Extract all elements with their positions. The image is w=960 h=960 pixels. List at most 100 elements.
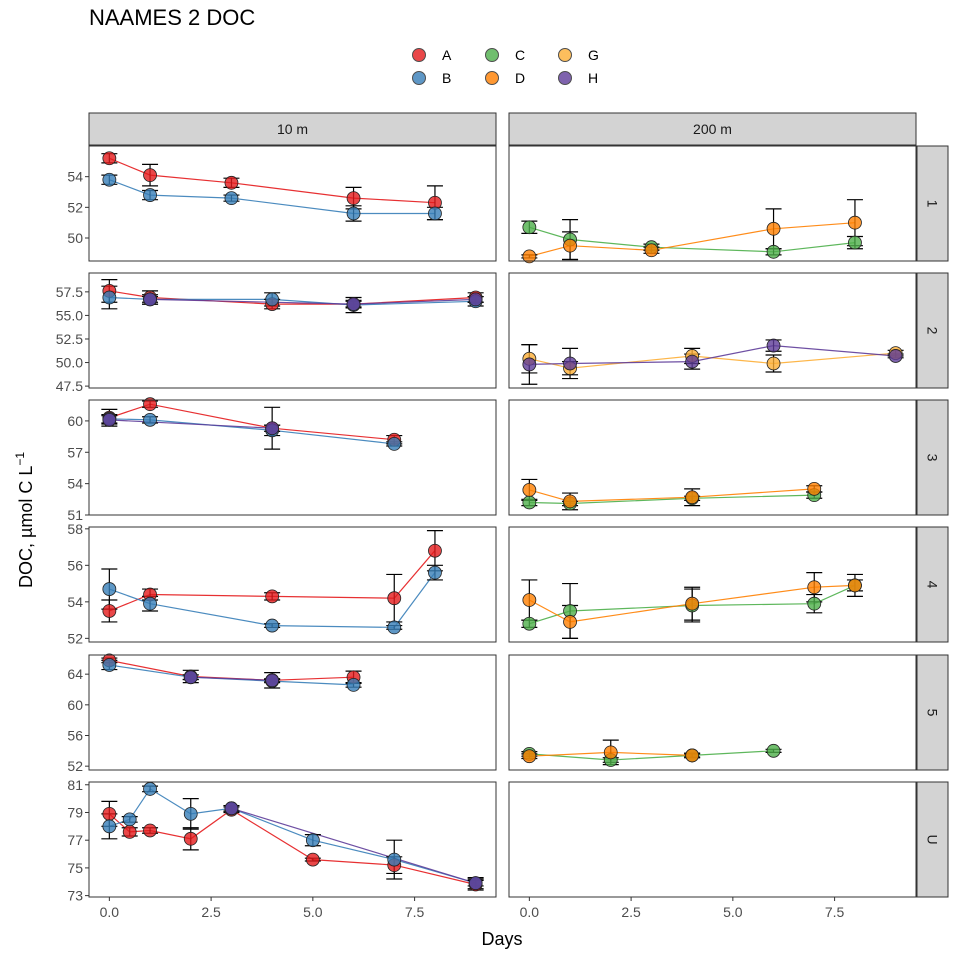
- data-point-c: [766, 743, 781, 758]
- data-point-d: [522, 483, 537, 497]
- panel-5-2: [508, 654, 917, 771]
- data-point-b: [143, 596, 157, 611]
- y-tick-label: 56: [67, 557, 83, 573]
- data-point-b: [102, 290, 117, 305]
- data-point-a: [102, 806, 117, 821]
- data-point-d: [685, 748, 700, 763]
- data-point-b: [102, 658, 117, 672]
- x-axis-title: Days: [481, 929, 522, 949]
- data-point-b: [387, 437, 402, 451]
- y-axis-title: DOC, µmol C L−1: [13, 452, 36, 588]
- chart-title: NAAMES 2 DOC: [89, 5, 256, 30]
- data-point-h: [143, 292, 157, 307]
- data-point-b: [305, 833, 320, 848]
- panel-background: [89, 527, 496, 642]
- panel-border: [508, 145, 917, 262]
- y-tick-label: 64: [67, 666, 83, 682]
- panel-border: [88, 399, 497, 516]
- y-axis-title-main: DOC, µmol C L: [16, 466, 36, 588]
- legend-label-c: C: [515, 47, 526, 63]
- panel-background: [509, 782, 916, 897]
- y-tick-label: 79: [67, 804, 83, 820]
- data-point-b: [428, 206, 442, 221]
- data-point-a: [346, 191, 361, 206]
- row-strip-label: 4: [925, 581, 941, 589]
- y-tick-label: 54: [67, 169, 83, 185]
- data-point-b: [265, 292, 280, 307]
- row-strip-5: [916, 654, 949, 771]
- data-point-d: [522, 249, 537, 264]
- column-strip-label: 200 m: [693, 121, 732, 137]
- series-line-h: [190, 676, 273, 681]
- x-tick-label: 0.0: [520, 904, 540, 920]
- panel-border: [508, 272, 917, 389]
- panel-border: [88, 654, 497, 771]
- legend-label-g: G: [588, 47, 599, 63]
- row-strip-label: 2: [925, 327, 941, 335]
- data-point-h: [183, 670, 198, 685]
- y-tick-label: 52: [67, 630, 83, 646]
- panel-3-2: [508, 399, 917, 516]
- row-strip-label: 5: [925, 709, 941, 717]
- data-point-d: [807, 481, 822, 496]
- panel-U-2: [508, 781, 917, 898]
- panel-background: [89, 655, 496, 770]
- data-point-d: [563, 615, 577, 629]
- y-tick-label: 54: [67, 594, 83, 610]
- y-axis-title-superscript: −1: [13, 452, 27, 466]
- data-point-h: [468, 292, 483, 307]
- data-point-b: [143, 412, 157, 427]
- data-point-a: [183, 831, 198, 846]
- legend-label-a: A: [442, 47, 452, 63]
- series-line-c: [529, 494, 815, 505]
- data-point-c: [522, 220, 537, 235]
- row-strip-label: 1: [925, 200, 941, 208]
- y-tick-label: 47.5: [56, 378, 83, 394]
- panel-border: [88, 526, 497, 643]
- panel-1-1: [88, 145, 497, 262]
- row-strip-label: 3: [925, 454, 941, 462]
- data-point-h: [522, 357, 537, 372]
- y-tick-label: 50: [67, 230, 83, 246]
- data-point-b: [265, 618, 280, 633]
- y-tick-label: 52.5: [56, 331, 83, 347]
- y-tick-label: 60: [67, 697, 83, 713]
- data-point-d: [644, 243, 659, 258]
- data-point-a: [305, 852, 320, 867]
- series-line-h: [109, 419, 273, 429]
- x-tick-label: 2.5: [201, 904, 221, 920]
- data-point-h: [346, 297, 361, 312]
- data-point-a: [428, 543, 442, 558]
- x-tick-label: 7.5: [825, 904, 845, 920]
- x-tick-label: 2.5: [621, 904, 641, 920]
- legend-key-g: [558, 48, 572, 62]
- row-strip-label: U: [925, 834, 941, 844]
- data-point-d: [522, 593, 537, 607]
- data-point-a: [387, 591, 402, 606]
- data-point-h: [766, 338, 781, 353]
- data-point-b: [224, 191, 239, 206]
- data-point-c: [807, 596, 822, 611]
- data-point-d: [603, 745, 618, 760]
- legend-key-h: [558, 71, 572, 85]
- y-tick-label: 57: [67, 444, 83, 460]
- data-point-c: [848, 235, 862, 250]
- data-point-c: [766, 244, 781, 259]
- data-point-d: [522, 749, 537, 764]
- row-strip-4: [916, 526, 949, 643]
- legend-key-a: [412, 48, 426, 62]
- data-point-a: [143, 823, 157, 838]
- x-tick-label: 5.0: [723, 904, 743, 920]
- legend-item-a: A: [412, 45, 451, 65]
- panel-border: [508, 399, 917, 516]
- legend-item-c: C: [485, 45, 525, 65]
- panel-border: [88, 781, 497, 898]
- x-tick-label: 7.5: [405, 904, 425, 920]
- row-strip-6: [916, 781, 949, 898]
- y-tick-label: 57.5: [56, 284, 83, 300]
- data-point-h: [888, 349, 903, 363]
- legend-key-b: [412, 71, 426, 85]
- panel-4-2: [508, 526, 917, 643]
